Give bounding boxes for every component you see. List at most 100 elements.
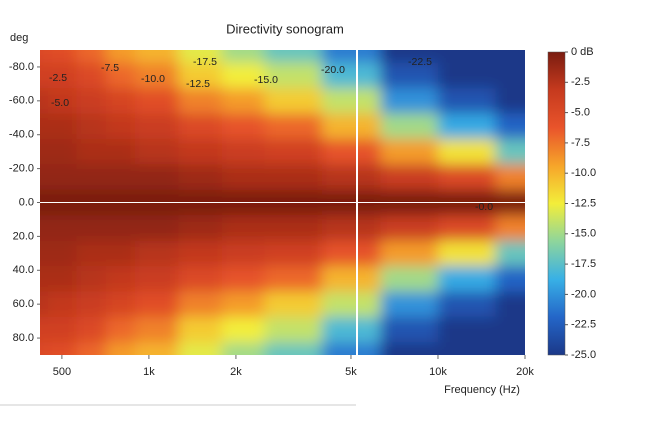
heat-cell [264,113,323,140]
heat-cell [47,240,77,267]
y-tick-label: 20.0 [13,230,34,242]
heat-cell [47,266,77,292]
heat-cell [437,266,496,292]
heat-cell [495,215,525,242]
y-tick-label: -60.0 [9,95,34,107]
heat-cell [105,240,136,267]
heat-cell [40,164,49,191]
heat-cell [321,240,381,267]
heatmap [40,50,525,355]
heat-cell [40,88,49,115]
heat-cell [134,62,179,89]
heat-cell [134,138,179,165]
heat-cell [495,316,525,343]
x-axis-label: Frequency (Hz) [444,384,520,396]
heat-cell [178,215,223,242]
axes: -80.0 -60.0 -40.0 -20.0 0.0 20.0 40.0 60.0 80.0 5… [9,56,534,378]
heat-cell [321,266,381,292]
heat-cell [178,113,223,140]
heat-cell [221,291,265,318]
heat-cell [178,316,223,343]
y-tick-label: -20.0 [9,163,34,175]
heat-cell [178,342,223,355]
heat-cell [380,240,439,267]
heat-cell [178,164,223,191]
heat-cell [264,50,323,64]
heat-cell [76,266,107,292]
heat-cell [264,266,323,292]
y-axis-label: deg [10,32,28,44]
heat-cell [264,62,323,89]
heat-cell [264,342,323,355]
heat-cell [76,88,107,115]
contour-label: -20.0 [321,64,345,76]
heat-cell [178,266,223,292]
heat-cell [76,316,107,343]
heat-cell [76,113,107,140]
heat-cell [47,138,77,165]
heat-cell [134,266,179,292]
heat-cell [221,266,265,292]
heat-cell [380,342,439,355]
heat-cell [264,164,323,191]
heat-cell [105,164,136,191]
contour-label: -2.5 [49,72,67,84]
heat-cell [47,215,77,242]
heat-cell [221,342,265,355]
heat-cell [47,316,77,343]
heat-cell [495,138,525,165]
colorbar-tick-label: 0 dB [571,46,594,58]
heat-cell [321,88,381,115]
heat-cell [264,240,323,267]
heat-cell [105,113,136,140]
colorbar-tick-label: -15.0 [571,228,596,240]
heat-cell [221,316,265,343]
y-tick-label: 40.0 [13,264,34,276]
heat-cell [40,113,49,140]
x-tick-label: 20k [516,366,534,378]
x-tick-label: 2k [230,366,242,378]
colorbar-tick-label: -12.5 [571,197,596,209]
y-tick-label: 0.0 [19,196,34,208]
heat-cell [495,291,525,318]
heat-cell [76,240,107,267]
heat-cell [380,88,439,115]
heat-cell [105,215,136,242]
heat-cell [264,291,323,318]
contour-label: -15.0 [254,74,278,86]
heat-cell [380,164,439,191]
heat-cell [47,50,77,64]
heat-cell [495,62,525,89]
colorbar-tick-label: -22.5 [571,319,596,331]
heat-cell [134,240,179,267]
heat-cell [495,342,525,355]
heat-cell [105,342,136,355]
contour-label: -17.5 [193,56,217,68]
contour-label: -0.0 [475,201,493,213]
heat-cell [264,316,323,343]
heat-cell [76,50,107,64]
heat-cell [321,291,381,318]
heat-cell [105,316,136,343]
heat-cell [47,62,77,89]
colorbar [547,51,566,356]
x-tick-label: 10k [429,366,447,378]
heat-cell [437,316,496,343]
heat-cell [178,291,223,318]
heat-cell [47,164,77,191]
heat-cell [134,50,179,64]
heat-cell [134,88,179,115]
heat-cell [380,62,439,89]
heat-cell [76,62,107,89]
colorbar-tick-label: -10.0 [571,167,596,179]
heat-cell [221,50,265,64]
heat-cell [47,113,77,140]
heat-cell [264,138,323,165]
heat-cell [105,266,136,292]
heat-cell [380,316,439,343]
heat-cell [105,291,136,318]
heat-cell [134,164,179,191]
contour-label: -12.5 [186,78,210,90]
heat-cell [134,342,179,355]
